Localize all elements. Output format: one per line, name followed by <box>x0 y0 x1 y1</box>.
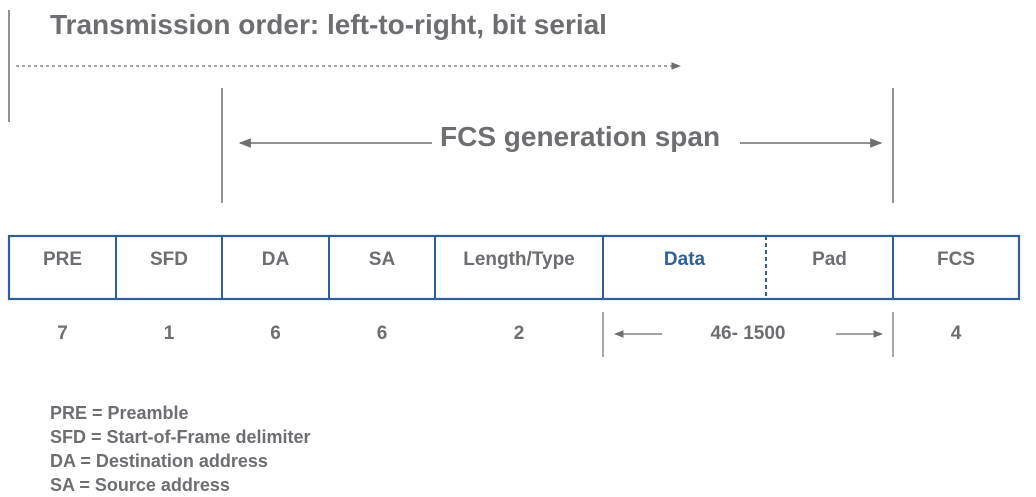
size-pre: 7 <box>57 323 68 344</box>
size-sa: 6 <box>376 323 388 344</box>
size-fcs: 4 <box>950 323 962 344</box>
field-da: DA <box>261 249 290 270</box>
legend: PRE = Preamble SFD = Start-of-Frame deli… <box>50 401 311 497</box>
size-length-type: 2 <box>513 323 525 344</box>
field-data: Data <box>663 249 706 270</box>
field-sfd: SFD <box>150 249 188 270</box>
size-da: 6 <box>270 323 281 344</box>
field-fcs: FCS <box>937 249 975 270</box>
size-data-pad: 46- 1500 <box>710 323 786 344</box>
field-sa: SA <box>368 249 396 270</box>
legend-item-da: DA = Destination address <box>50 451 268 471</box>
legend-item-sa: SA = Source address <box>50 475 230 495</box>
legend-item-pre: PRE = Preamble <box>50 403 189 423</box>
frame-box <box>7 234 1021 301</box>
size-sfd: 1 <box>163 323 175 344</box>
field-pre: PRE <box>42 249 83 270</box>
fcs-span-label: FCS generation span <box>440 121 721 152</box>
field-length-type: Length/Type <box>463 249 575 270</box>
legend-item-sfd: SFD = Start-of-Frame delimiter <box>50 427 311 447</box>
transmission-order-title: Transmission order: left-to-right, bit s… <box>50 9 607 40</box>
field-pad: Pad <box>812 249 847 270</box>
